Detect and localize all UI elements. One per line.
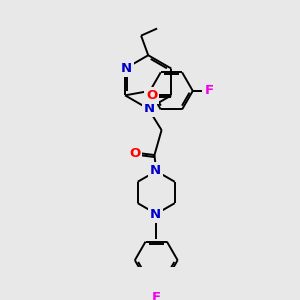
Text: O: O bbox=[146, 89, 158, 102]
Text: N: N bbox=[150, 208, 161, 221]
Text: O: O bbox=[129, 147, 140, 160]
Text: N: N bbox=[143, 102, 155, 115]
Text: N: N bbox=[120, 62, 131, 75]
Text: F: F bbox=[152, 291, 161, 300]
Text: F: F bbox=[204, 84, 213, 98]
Text: N: N bbox=[150, 164, 161, 177]
